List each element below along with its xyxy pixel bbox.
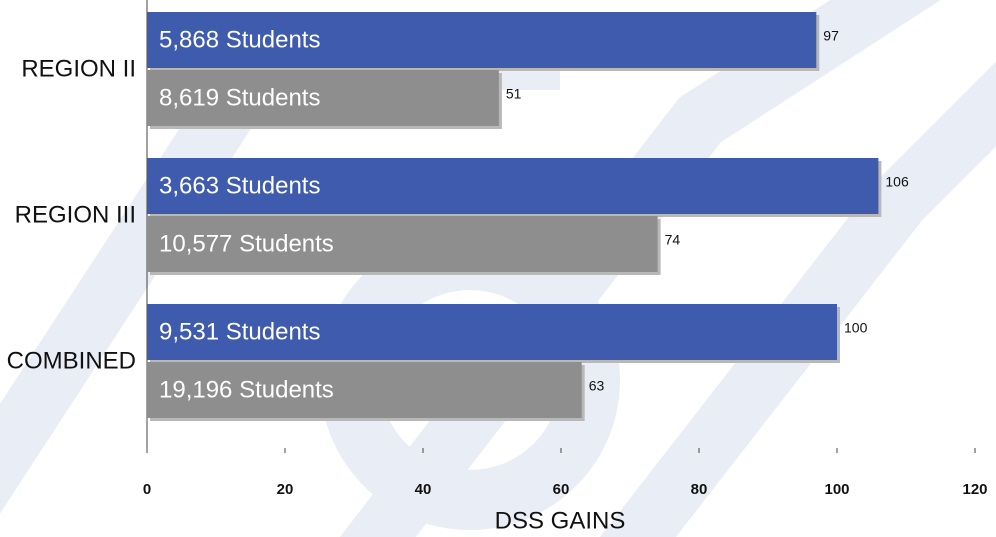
x-axis-label: DSS GAINS <box>495 507 626 534</box>
bar <box>147 304 837 360</box>
bar <box>147 12 817 68</box>
value-label: 100 <box>844 320 868 336</box>
value-label: 74 <box>665 232 681 248</box>
x-tick-label: 20 <box>277 481 294 498</box>
bar-inner-label: 10,577 Students <box>159 230 334 257</box>
x-tick-label: 80 <box>691 481 708 498</box>
category-label: COMBINED <box>7 347 136 374</box>
category-label: REGION II <box>21 55 136 82</box>
bar-inner-label: 3,663 Students <box>159 172 320 199</box>
x-tick-label: 40 <box>415 481 432 498</box>
x-tick-label: 120 <box>962 481 987 498</box>
bar <box>147 362 582 418</box>
x-tick-label: 60 <box>553 481 570 498</box>
bar-inner-label: 19,196 Students <box>159 376 334 403</box>
bar-inner-label: 9,531 Students <box>159 318 320 345</box>
value-label: 63 <box>589 378 605 394</box>
value-label: 97 <box>823 28 839 44</box>
category-label: REGION III <box>15 201 136 228</box>
value-label: 106 <box>885 174 909 190</box>
x-tick-label: 100 <box>824 481 849 498</box>
bar-inner-label: 5,868 Students <box>159 26 320 53</box>
bar-inner-label: 8,619 Students <box>159 84 320 111</box>
bar <box>147 216 658 272</box>
x-tick-label: 0 <box>143 481 151 498</box>
bar <box>147 158 879 214</box>
value-label: 51 <box>506 86 522 102</box>
bar <box>147 70 499 126</box>
